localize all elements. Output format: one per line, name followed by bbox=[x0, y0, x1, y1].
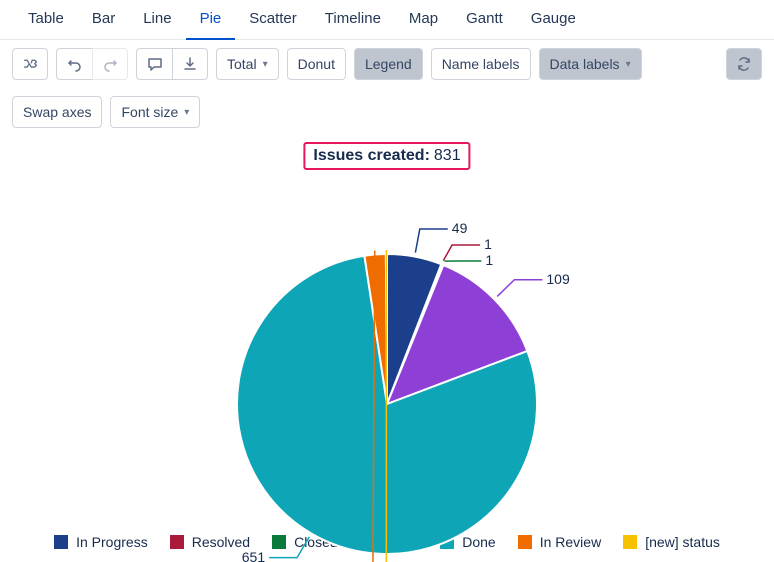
total-dropdown[interactable]: Total ▾ bbox=[216, 48, 279, 80]
swap-axes-button[interactable]: Swap axes bbox=[12, 96, 102, 128]
chevron-down-icon: ▾ bbox=[263, 59, 268, 70]
redo-icon bbox=[102, 56, 118, 72]
chart-type-tabs: Table Bar Line Pie Scatter Timeline Map … bbox=[0, 0, 774, 40]
total-dropdown-label: Total bbox=[227, 56, 257, 72]
undo-icon bbox=[67, 56, 83, 72]
chart-title: Issues created: 831 bbox=[303, 142, 470, 170]
annotate-group bbox=[136, 48, 208, 80]
tab-gantt[interactable]: Gantt bbox=[452, 0, 517, 40]
tab-timeline[interactable]: Timeline bbox=[311, 0, 395, 40]
pie-svg bbox=[127, 174, 647, 562]
font-size-label: Font size bbox=[121, 104, 178, 120]
legend-toggle[interactable]: Legend bbox=[354, 48, 423, 80]
callout-line bbox=[497, 280, 542, 297]
tab-pie[interactable]: Pie bbox=[186, 0, 236, 40]
refresh-icon bbox=[736, 56, 752, 72]
download-button[interactable] bbox=[172, 48, 208, 80]
tab-scatter[interactable]: Scatter bbox=[235, 0, 311, 40]
shuffle-button[interactable] bbox=[12, 48, 48, 80]
legend-swatch bbox=[54, 535, 68, 549]
chevron-down-icon: ▾ bbox=[626, 59, 631, 70]
pie-chart: Issues created: 831 4911109651191 bbox=[0, 136, 774, 516]
redo-button[interactable] bbox=[92, 48, 128, 80]
undo-redo-group bbox=[56, 48, 128, 80]
shuffle-icon bbox=[22, 56, 38, 72]
legend-label: [new] status bbox=[645, 534, 720, 550]
tab-line[interactable]: Line bbox=[129, 0, 185, 40]
undo-button[interactable] bbox=[56, 48, 92, 80]
tab-gauge[interactable]: Gauge bbox=[517, 0, 590, 40]
chart-title-label: Issues created: bbox=[313, 147, 430, 165]
font-size-dropdown[interactable]: Font size ▾ bbox=[110, 96, 200, 128]
chart-title-value: 831 bbox=[434, 147, 461, 165]
refresh-button[interactable] bbox=[726, 48, 762, 80]
comment-icon bbox=[147, 56, 163, 72]
data-labels-label: Data labels bbox=[550, 56, 620, 72]
callout-line bbox=[415, 229, 447, 253]
tab-bar[interactable]: Bar bbox=[78, 0, 129, 40]
chevron-down-icon: ▾ bbox=[184, 107, 189, 118]
chart-toolbar: Total ▾ Donut Legend Name labels Data la… bbox=[0, 40, 774, 136]
data-labels-dropdown[interactable]: Data labels ▾ bbox=[539, 48, 642, 80]
tab-table[interactable]: Table bbox=[14, 0, 78, 40]
name-labels-toggle[interactable]: Name labels bbox=[431, 48, 531, 80]
donut-toggle[interactable]: Donut bbox=[287, 48, 346, 80]
comment-button[interactable] bbox=[136, 48, 172, 80]
download-icon bbox=[182, 56, 198, 72]
tab-map[interactable]: Map bbox=[395, 0, 452, 40]
callout-line bbox=[269, 537, 309, 558]
callout-line bbox=[443, 245, 480, 261]
